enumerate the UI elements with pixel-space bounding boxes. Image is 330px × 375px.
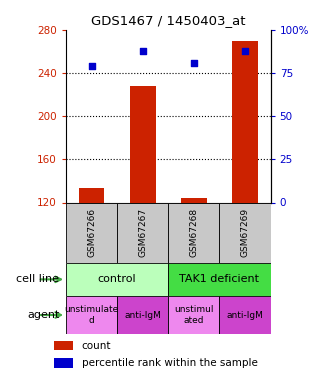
Point xyxy=(140,48,145,54)
Title: GDS1467 / 1450403_at: GDS1467 / 1450403_at xyxy=(91,15,246,27)
Bar xyxy=(181,198,207,202)
Bar xyxy=(168,262,271,296)
Text: GSM67269: GSM67269 xyxy=(241,208,249,257)
Bar xyxy=(53,341,73,350)
Text: anti-IgM: anti-IgM xyxy=(124,310,161,320)
Text: cell line: cell line xyxy=(16,274,59,284)
Bar xyxy=(79,189,104,202)
Bar xyxy=(168,296,219,334)
Bar xyxy=(66,262,168,296)
Bar xyxy=(130,86,155,202)
Bar xyxy=(66,202,117,262)
Bar xyxy=(219,296,271,334)
Text: unstimulate
d: unstimulate d xyxy=(64,305,119,325)
Bar xyxy=(219,202,271,262)
Point xyxy=(242,48,248,54)
Point xyxy=(191,60,196,66)
Text: unstimul
ated: unstimul ated xyxy=(174,305,214,325)
Bar xyxy=(117,202,168,262)
Text: TAK1 deficient: TAK1 deficient xyxy=(180,274,259,284)
Bar xyxy=(168,202,219,262)
Text: GSM67268: GSM67268 xyxy=(189,208,198,257)
Text: GSM67266: GSM67266 xyxy=(87,208,96,257)
Text: agent: agent xyxy=(27,310,59,320)
Text: anti-IgM: anti-IgM xyxy=(227,310,263,320)
Point xyxy=(89,63,94,69)
Bar xyxy=(53,358,73,368)
Text: GSM67267: GSM67267 xyxy=(138,208,147,257)
Text: percentile rank within the sample: percentile rank within the sample xyxy=(82,358,257,368)
Text: count: count xyxy=(82,340,111,351)
Bar xyxy=(232,41,258,203)
Bar xyxy=(117,296,168,334)
Bar xyxy=(66,296,117,334)
Text: control: control xyxy=(98,274,137,284)
